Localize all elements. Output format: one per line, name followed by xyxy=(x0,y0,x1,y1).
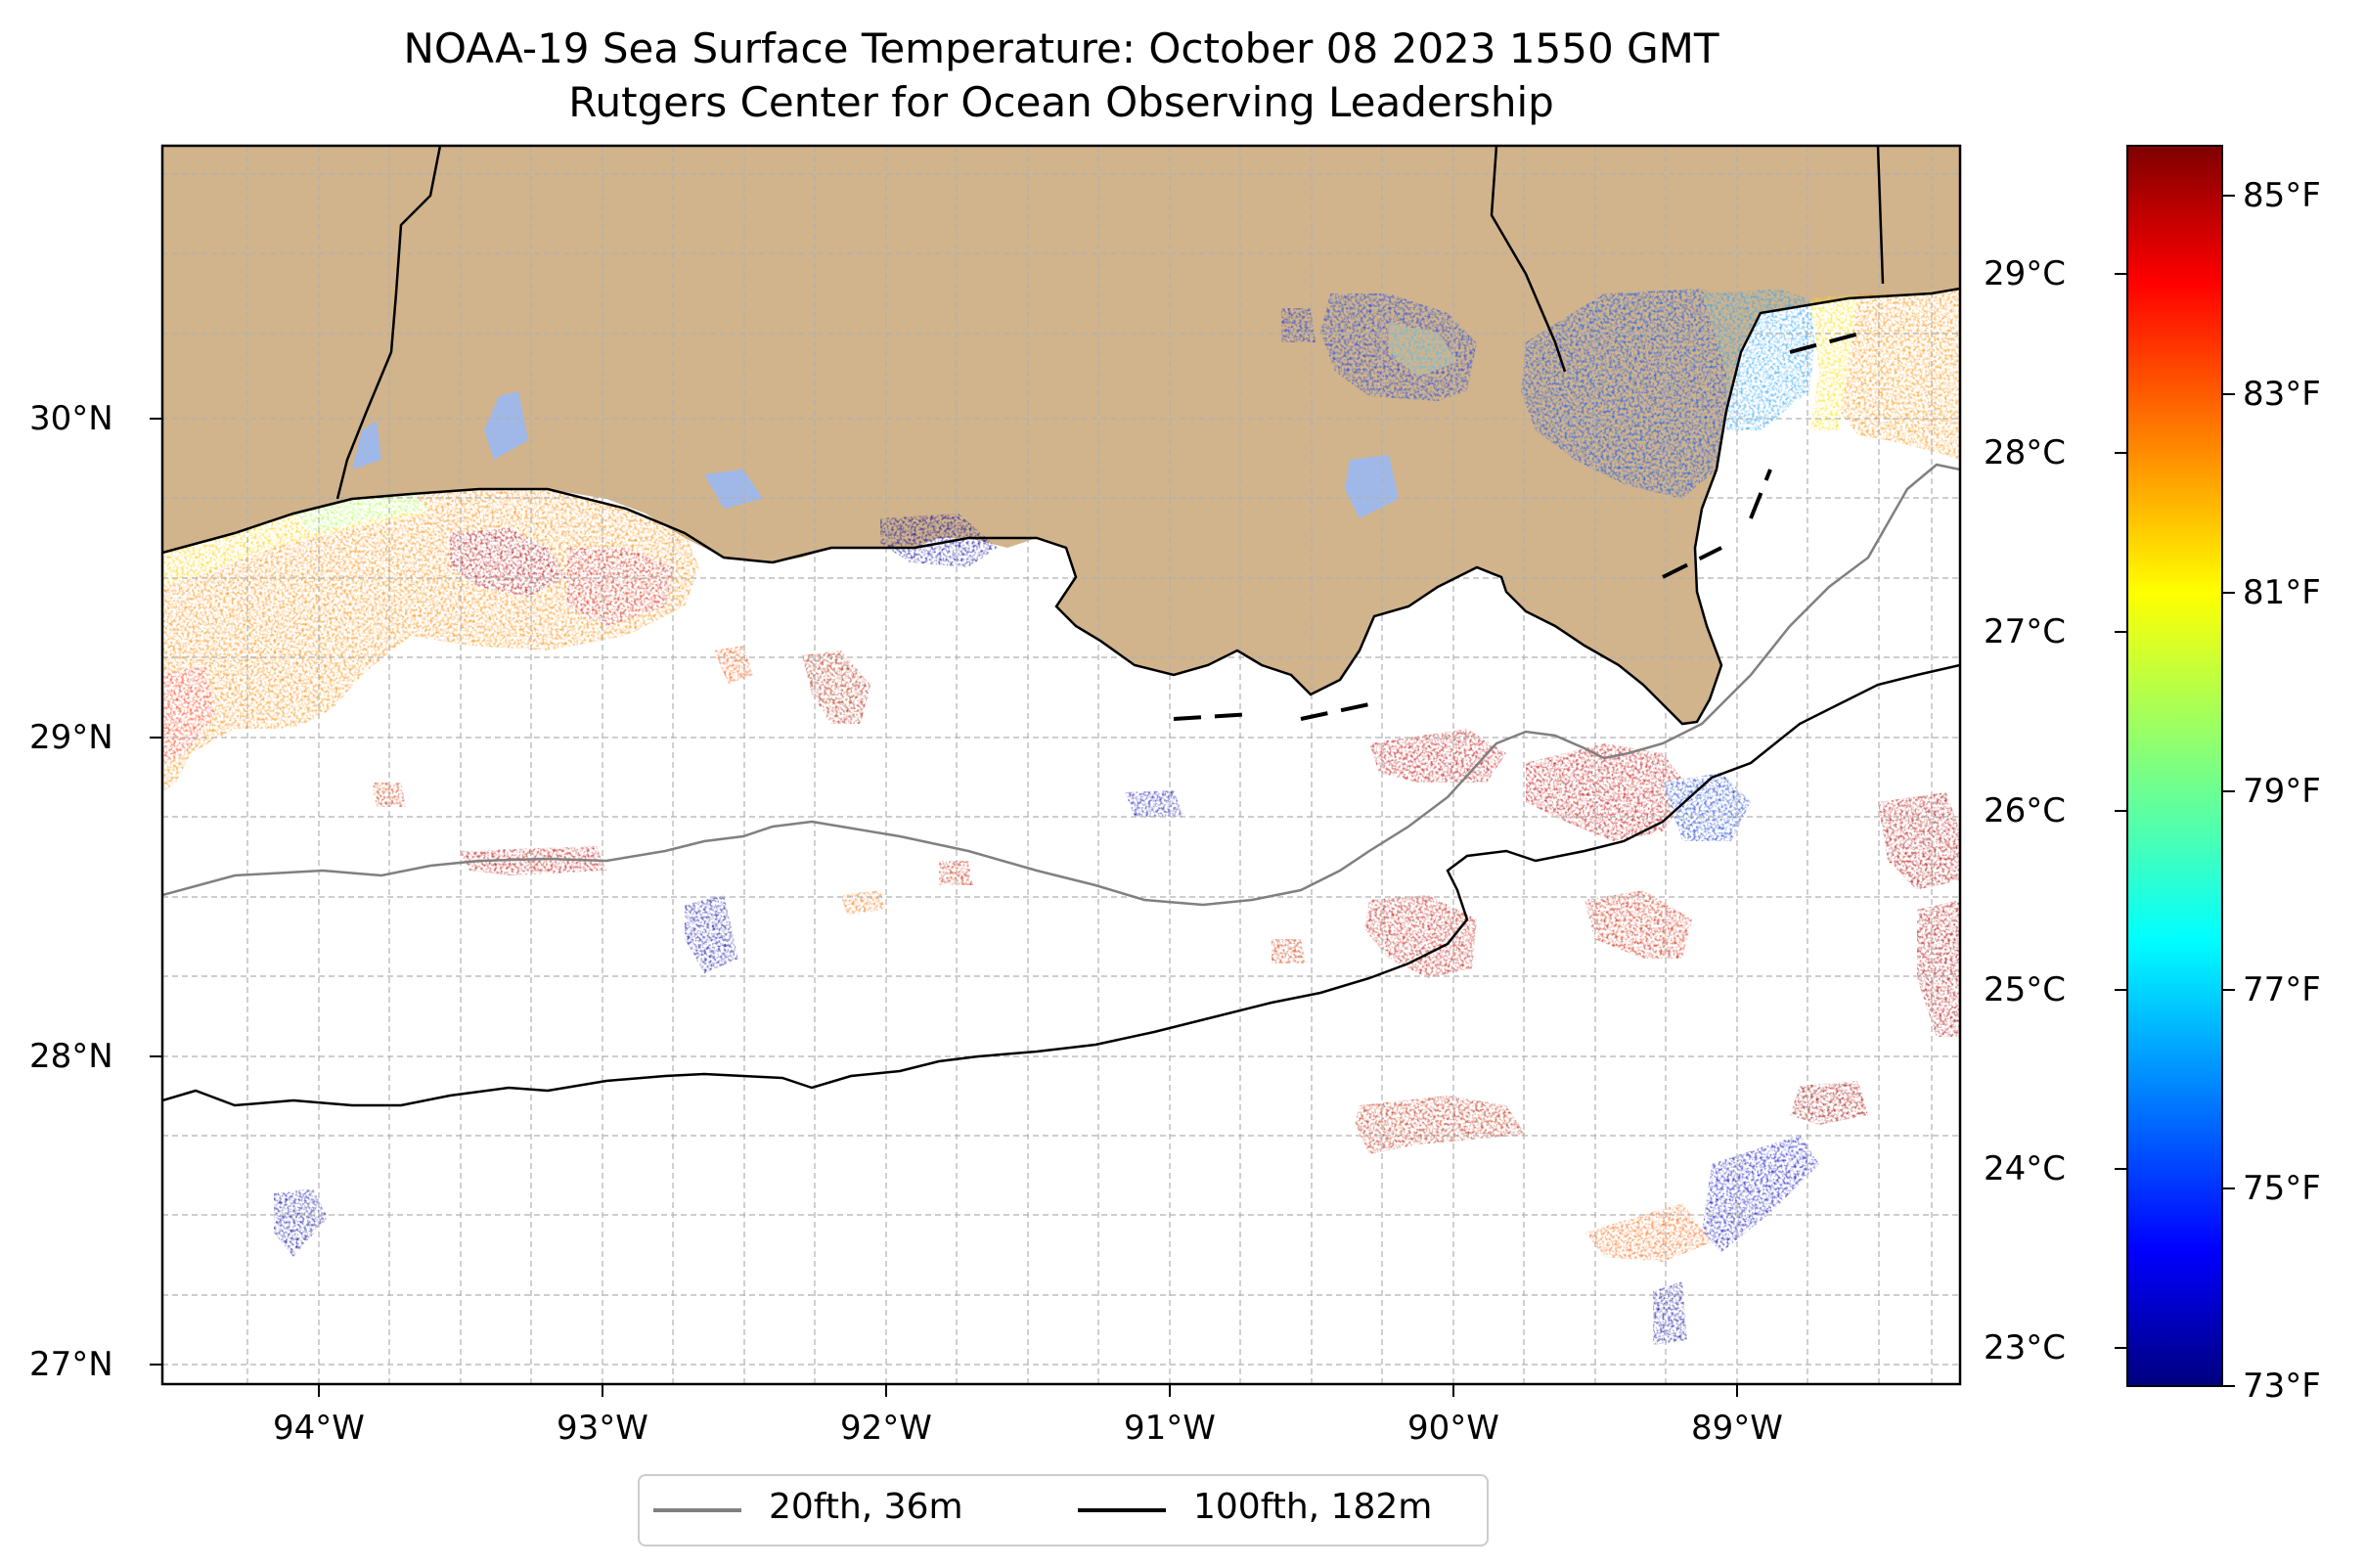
lon-tick-label: 92°W xyxy=(840,1409,932,1448)
lon-tick-label: 91°W xyxy=(1124,1409,1216,1448)
colorbar-f-label: 73°F xyxy=(2243,1366,2321,1406)
isobath-20fth-line xyxy=(162,463,1960,907)
isobath-100fth-line xyxy=(162,663,1960,1107)
legend-swatch-100fth xyxy=(1078,1508,1166,1512)
lat-tick-label: 27°N xyxy=(29,1345,113,1384)
coastline xyxy=(162,287,1960,726)
lon-tick-label: 90°W xyxy=(1407,1409,1499,1448)
sst-west-plume xyxy=(162,489,699,792)
map-frame xyxy=(160,144,1962,1386)
colorbar-f-label: 85°F xyxy=(2243,176,2321,215)
colorbar-c-label: 27°C xyxy=(1984,612,2067,651)
map-subtitle: Rutgers Center for Ocean Observing Leade… xyxy=(568,78,1554,126)
colorbar-f-label: 83°F xyxy=(2243,375,2321,414)
lon-tick-label: 93°W xyxy=(557,1409,648,1448)
lat-tick-label: 28°N xyxy=(29,1037,113,1076)
lon-tick-label: 94°W xyxy=(273,1409,365,1448)
colorbar-c-label: 29°C xyxy=(1984,254,2067,293)
lat-tick-label: 29°N xyxy=(29,718,113,757)
legend-label-100fth: 100fth, 182m xyxy=(1193,1487,1433,1527)
land xyxy=(162,146,1960,724)
colorbar-c-label: 28°C xyxy=(1984,433,2067,472)
legend: 20fth, 36m 100fth, 182m xyxy=(638,1474,1489,1546)
lat-tick-label: 30°N xyxy=(29,399,113,438)
colorbar xyxy=(2126,145,2223,1387)
legend-label-20fth: 20fth, 36m xyxy=(769,1487,963,1527)
gridlines xyxy=(162,146,1960,1384)
colorbar-ticks xyxy=(2115,195,2235,1387)
colorbar-f-label: 75°F xyxy=(2243,1169,2321,1208)
lon-tick-label: 89°W xyxy=(1691,1409,1783,1448)
colorbar-c-label: 26°C xyxy=(1984,791,2067,830)
colorbar-f-label: 77°F xyxy=(2243,970,2321,1009)
colorbar-f-label: 81°F xyxy=(2243,573,2321,612)
colorbar-c-label: 25°C xyxy=(1984,970,2067,1009)
colorbar-c-label: 24°C xyxy=(1984,1149,2067,1188)
colorbar-c-label: 23°C xyxy=(1984,1328,2067,1367)
state-border xyxy=(335,146,1885,500)
legend-swatch-20fth xyxy=(653,1508,741,1512)
map-title: NOAA-19 Sea Surface Temperature: October… xyxy=(403,24,1719,72)
tick-marks xyxy=(150,418,1738,1397)
colorbar-f-label: 79°F xyxy=(2243,772,2321,811)
sst-east-sound xyxy=(1281,289,1960,499)
sst-cloud-spots xyxy=(352,391,1399,518)
